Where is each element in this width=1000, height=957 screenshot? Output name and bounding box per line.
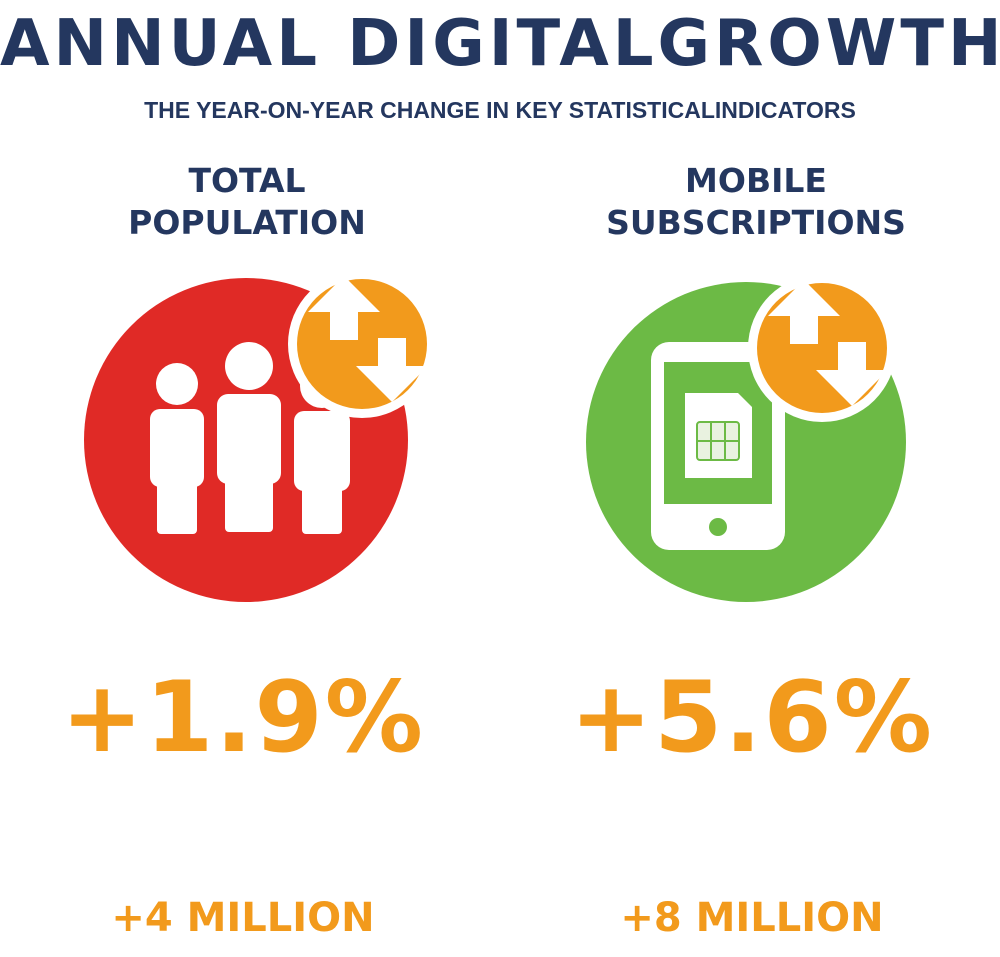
stat-change-absolute: +4 MILLION <box>111 895 375 941</box>
stat-card-population: TOTAL POPULATION +1.9% +4 MILLION <box>0 160 497 941</box>
stat-change-percent: +1.9% <box>61 661 425 775</box>
page-subtitle: THE YEAR-ON-YEAR CHANGE IN KEY STATISTIC… <box>144 97 856 123</box>
arrows-up-down-icon <box>288 270 436 418</box>
stat-change-absolute: +8 MILLION <box>620 895 884 941</box>
stat-heading-mobile: MOBILE SUBSCRIPTIONS <box>506 160 1000 244</box>
stat-change-percent: +5.6% <box>570 661 934 775</box>
stat-heading-population: TOTAL POPULATION <box>0 160 497 244</box>
mobile-phone-icon <box>586 274 906 602</box>
stat-heading-line1: MOBILE <box>685 161 827 200</box>
sim-chip-icon <box>696 421 740 461</box>
stat-heading-line2: SUBSCRIPTIONS <box>606 203 906 242</box>
arrows-up-down-icon <box>748 274 896 422</box>
stat-card-mobile: MOBILE SUBSCRIPTIONS +5.6% +8 MILLION <box>500 0 1000 957</box>
stat-heading-line2: POPULATION <box>128 203 366 242</box>
page-title: ANNUAL DIGITALGROWTH <box>0 7 1000 81</box>
stat-heading-line1: TOTAL <box>188 161 306 200</box>
people-icon <box>84 270 436 602</box>
